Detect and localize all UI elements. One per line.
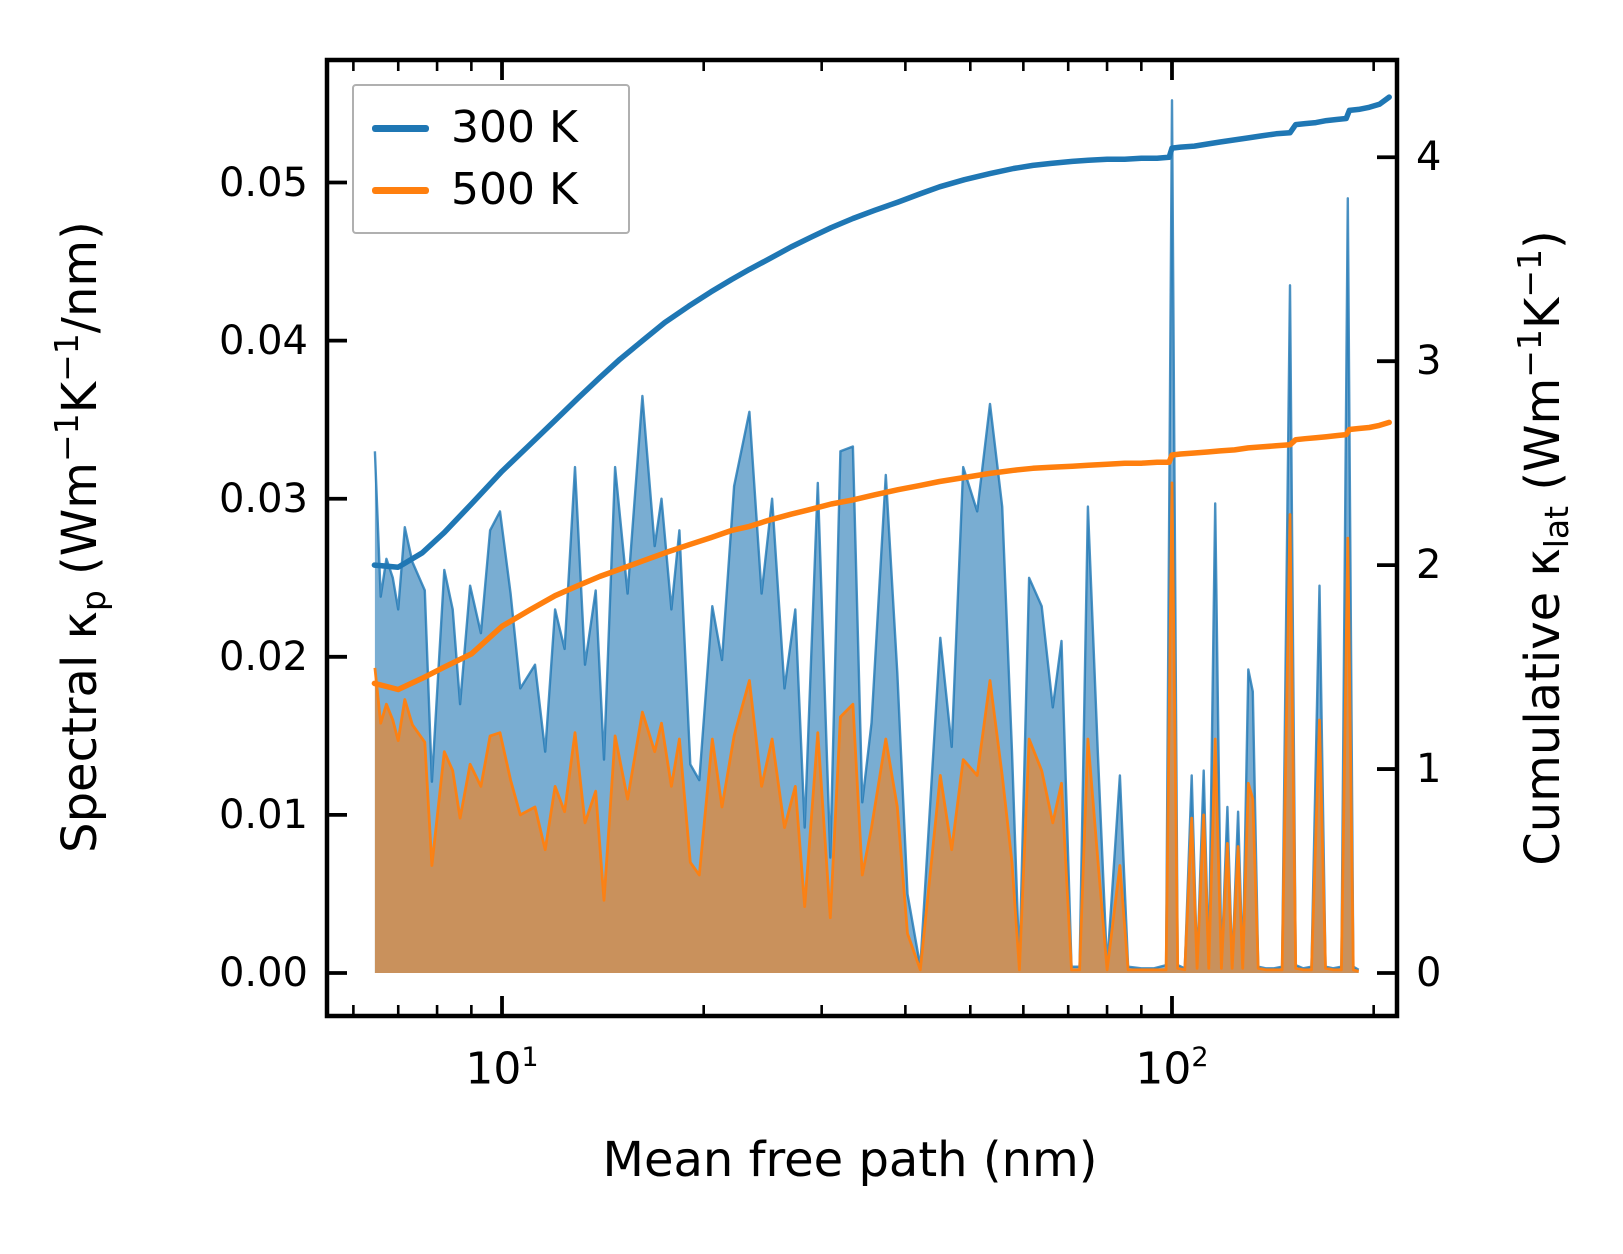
x-axis-title: Mean free path (nm) <box>602 1132 1098 1188</box>
axes-spines <box>324 57 1400 1019</box>
y-tick-label-right: 0 <box>1416 950 1442 996</box>
y-axis-title-left: Spectral κp (Wm−1K−1/nm) <box>46 221 114 853</box>
y-tick-label-right: 3 <box>1416 338 1442 385</box>
y-axis-title-right: Cumulative κlat (Wm−1K−1) <box>1509 230 1577 866</box>
legend-label-300k: 300 K <box>451 102 578 153</box>
y-tick-label-right: 2 <box>1416 542 1442 589</box>
y-tick-label-right: 1 <box>1416 746 1442 793</box>
cumulative-300k-line <box>371 94 1392 570</box>
y-tick-label-left: 0.01 <box>218 791 308 838</box>
y-tick-label-left: 0.05 <box>218 159 308 206</box>
cumulative-500k-line <box>371 419 1392 693</box>
x-tick-label: 101 <box>465 1042 539 1095</box>
spectral-500k-area <box>374 482 1359 973</box>
legend-label-500k: 500 K <box>451 164 578 215</box>
legend: 300 K 500 K <box>352 84 630 234</box>
spectral-300k-area <box>374 100 1359 974</box>
y-tick-label-left: 0.04 <box>218 317 308 364</box>
legend-line-300k-icon <box>372 124 429 132</box>
x-tick-label: 102 <box>1135 1042 1209 1095</box>
y-tick-label-right: 4 <box>1416 134 1442 181</box>
legend-line-500k-icon <box>372 186 429 194</box>
y-tick-label-left: 0.02 <box>218 633 308 680</box>
legend-item-500k: 500 K <box>372 164 610 216</box>
spectral-500k-line <box>373 481 1360 973</box>
y-tick-label-left: 0.00 <box>218 949 308 996</box>
y-tick-label-left: 0.03 <box>218 475 308 522</box>
legend-item-300k: 300 K <box>372 102 610 154</box>
